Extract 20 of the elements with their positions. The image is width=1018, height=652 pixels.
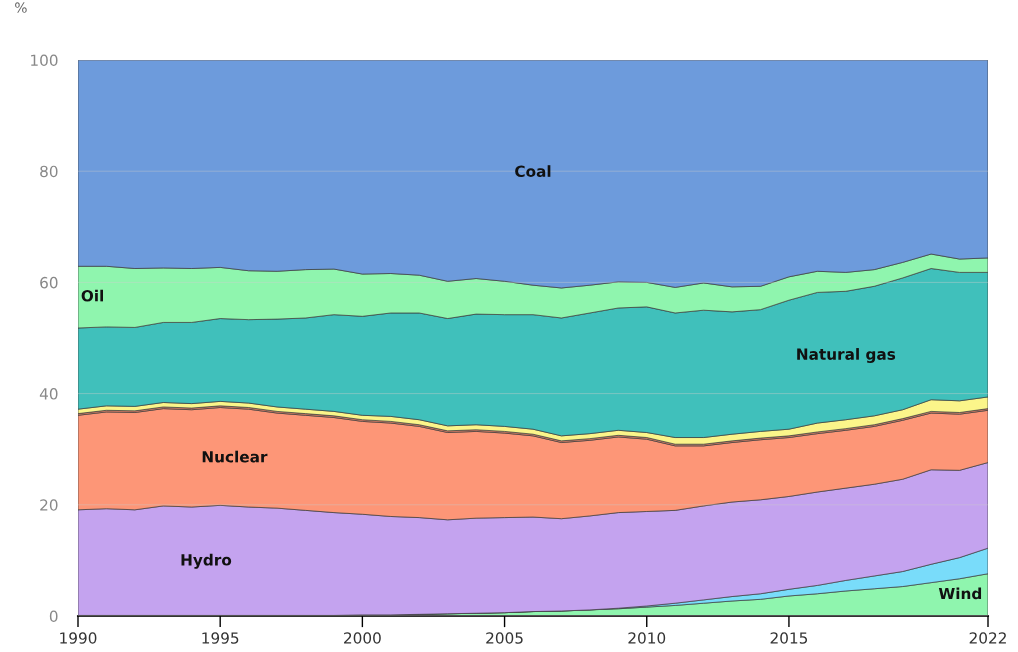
y-axis-title: % [15, 2, 27, 13]
x-tick-label: 1995 [202, 632, 239, 644]
series-label: Coal [515, 165, 551, 178]
y-tick-label: 40 [39, 388, 58, 400]
y-tick-label: 100 [31, 54, 58, 67]
y-tick-label: 60 [40, 276, 58, 289]
x-tick-label: 1990 [60, 632, 97, 644]
x-tick-label: 2015 [770, 632, 808, 644]
series-label: Natural gas [797, 348, 896, 363]
x-tick-label: 2022 [969, 632, 1006, 644]
x-tick-label: 2000 [344, 632, 381, 644]
series-label: Oil [81, 289, 104, 302]
y-tick-label: 80 [40, 165, 58, 178]
x-tick-label: 2005 [486, 632, 523, 644]
series-label: Nuclear [202, 450, 268, 463]
x-tick-label: 2010 [628, 632, 666, 644]
y-tick-label: 20 [40, 499, 58, 511]
y-tick-label: 0 [49, 610, 58, 623]
series-label: Hydro [181, 553, 232, 569]
series-label: Wind [938, 587, 982, 600]
